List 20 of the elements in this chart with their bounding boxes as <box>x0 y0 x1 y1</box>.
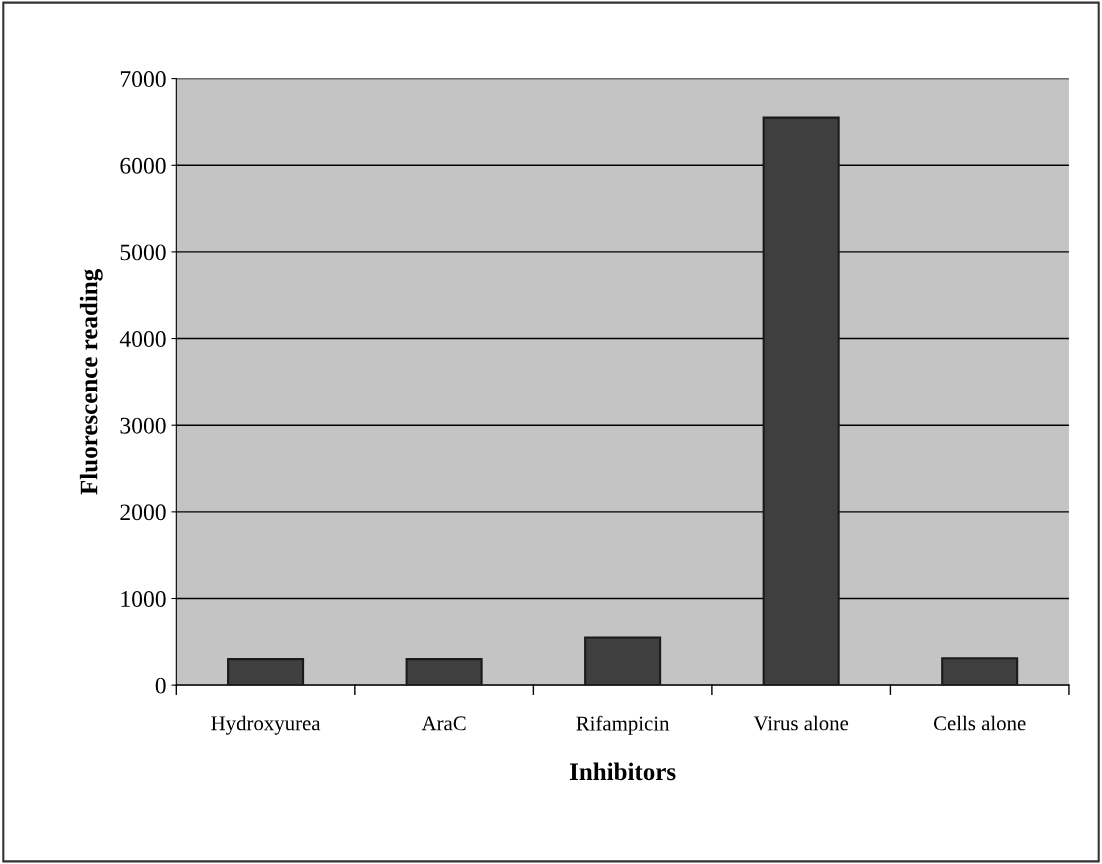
y-tick-label: 6000 <box>120 157 166 174</box>
bar <box>941 657 1019 686</box>
x-tick-label: Virus alone <box>753 715 849 731</box>
bar <box>762 116 840 686</box>
y-tick-label: 3000 <box>120 417 166 434</box>
x-axis-title: Inhibitors <box>569 762 676 781</box>
y-tick-label: 1000 <box>121 591 166 607</box>
x-tick-label: Cells alone <box>933 715 1026 731</box>
y-tick-label: 7000 <box>120 71 166 88</box>
y-tick-label: 4000 <box>119 331 166 347</box>
x-tick-label: AraC <box>421 716 466 731</box>
x-tick-label: Hydroxyurea <box>211 715 321 735</box>
y-tick-label: 2000 <box>120 504 166 521</box>
y-tick-label: 0 <box>155 677 166 694</box>
bar <box>405 658 483 686</box>
y-axis-title: Fluorescence reading <box>79 269 103 495</box>
bar <box>227 658 305 686</box>
y-tick-label: 5000 <box>120 244 166 261</box>
x-tick-label: Rifampicin <box>576 715 670 735</box>
bar <box>584 636 662 686</box>
